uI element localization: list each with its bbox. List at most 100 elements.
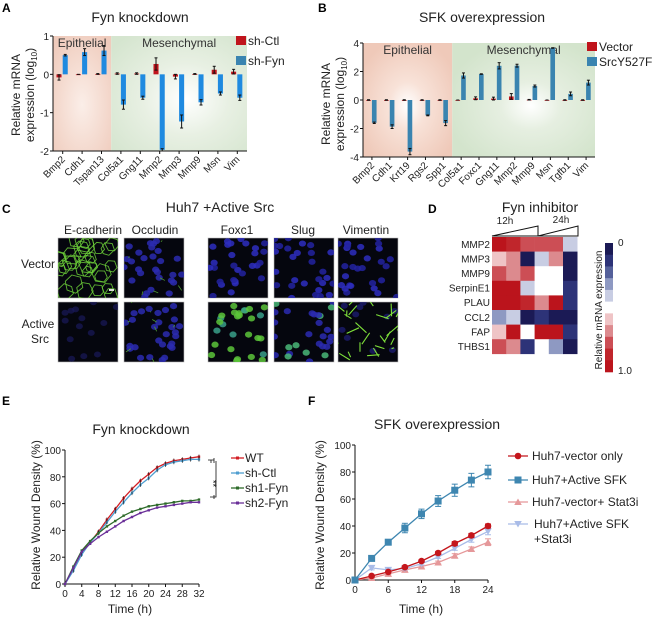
nucleus	[315, 287, 323, 294]
heatmap-cell-mmp2-24h-low	[534, 237, 550, 252]
bar-sh-fyn-mmp9	[198, 74, 204, 103]
heatmap-cell-mmp9-12h-mid	[506, 266, 521, 282]
nucleus	[210, 259, 218, 266]
colorbar-segment	[605, 301, 613, 314]
nucleus	[149, 253, 157, 260]
x-tick-label: 24	[160, 589, 172, 600]
colorbar-segment	[605, 313, 613, 326]
column-label-e-cadherin: E-cadherin	[64, 223, 122, 237]
nucleus	[291, 277, 299, 284]
nucleus	[244, 331, 253, 338]
nucleus	[161, 354, 169, 361]
chart-e-ylabel: Relative Wound Density (%)	[29, 440, 43, 590]
nucleus	[209, 243, 217, 250]
cell-membrane	[103, 288, 118, 298]
heatmap-cell-fap-24h-low	[534, 324, 550, 340]
nucleus	[308, 258, 316, 265]
nucleus	[135, 249, 143, 256]
nucleus	[321, 352, 329, 359]
nucleus	[352, 311, 360, 318]
heatmap-row-label-mmp2: MMP2	[461, 240, 490, 251]
nucleus	[349, 249, 357, 256]
nucleus	[242, 240, 250, 247]
point-sh1-fyn	[172, 501, 176, 504]
point-huh7-active-sfk	[434, 497, 442, 505]
nucleus	[238, 270, 246, 277]
point-huh7-active-sfk	[401, 524, 409, 532]
x-tick-label: 28	[177, 589, 189, 600]
nucleus	[377, 258, 385, 265]
point-sh1-fyn	[97, 531, 100, 535]
bar-sh-fyn-tspan13	[101, 50, 107, 75]
x-tick-label: Vim	[223, 154, 243, 174]
nucleus	[162, 331, 170, 338]
cell-membrane	[65, 254, 82, 270]
point-huh7-active-sfk	[351, 576, 359, 584]
vimentin-fiber	[395, 312, 398, 318]
row-label-active-src-line2: Src	[31, 332, 49, 346]
epithelial-label: Epithelial	[58, 36, 107, 50]
x-tick-label: 12	[110, 589, 122, 600]
panel-d-heatmap: Fyn inhibitor 12h 24h MMP2 MMP3 MMP9 Serpin…	[449, 199, 632, 377]
vimentin-fiber	[344, 313, 352, 320]
point-huh7-active-sfk-stat3i	[367, 564, 376, 572]
column-label-occludin: Occludin	[132, 223, 179, 237]
panel-c-title: Huh7 +Active Src	[166, 199, 275, 215]
nucleus	[89, 302, 97, 306]
nucleus	[211, 341, 219, 348]
occludin-signal	[151, 358, 155, 362]
y-tick-label: 1	[43, 32, 49, 43]
micrograph-content	[208, 302, 268, 362]
point-huh7-vector-stat3i	[484, 538, 492, 546]
y-tick-label: 0	[55, 580, 61, 591]
dose-wedge-12h	[491, 225, 539, 237]
cell-membrane	[85, 261, 99, 274]
vimentin-fiber	[338, 305, 345, 312]
nucleus	[357, 243, 365, 251]
nucleus	[341, 263, 349, 270]
nucleus	[170, 316, 178, 323]
micrograph-active-src-vimentin	[337, 301, 399, 363]
epithelial-label: Epithelial	[383, 43, 432, 57]
nucleus	[375, 245, 383, 252]
nucleus	[247, 315, 256, 322]
point-sh2-fyn	[197, 501, 201, 504]
bar-srcy527f-spp1	[443, 100, 448, 124]
occludin-signal	[141, 291, 144, 296]
nucleus	[327, 333, 334, 340]
occludin-signal	[127, 320, 130, 323]
nucleus	[274, 309, 279, 316]
point-sh2-fyn	[114, 525, 117, 528]
nucleus	[284, 245, 292, 252]
chart-f-xlabel: Time (h)	[399, 602, 443, 616]
heatmap-row-label-ccl2: CCL2	[464, 313, 490, 324]
nucleus	[165, 290, 173, 297]
x-tick-label: 6	[385, 585, 391, 596]
nucleus	[93, 351, 101, 358]
vimentin-fiber	[361, 332, 371, 345]
bar-sh-fyn-mmp2	[159, 74, 165, 150]
micrograph-content	[58, 238, 118, 298]
x-tick-label: 12	[416, 585, 428, 596]
heatmap-cell-mmp9-24h-low	[534, 266, 550, 282]
nucleus	[124, 319, 130, 326]
heatmap-cell-mmp2-12h-mid	[506, 237, 521, 252]
vimentin-fiber	[355, 322, 367, 334]
vimentin-fiber	[374, 345, 385, 350]
vimentin-fiber	[348, 305, 358, 316]
colorbar-segment	[605, 278, 613, 291]
nucleus	[305, 331, 313, 338]
nucleus	[230, 302, 238, 310]
point-sh2-fyn	[189, 501, 192, 504]
occludin-signal	[152, 319, 157, 323]
vimentin-fiber	[390, 337, 395, 346]
nucleus	[216, 318, 224, 326]
vimentin-fiber	[348, 302, 353, 306]
point-sh2-fyn	[80, 550, 83, 554]
colorbar-segment	[605, 336, 613, 349]
nucleus	[329, 280, 334, 287]
heatmap-cell-thbs1-12h-high	[520, 339, 535, 355]
point-sh2-fyn	[147, 509, 150, 512]
nucleus	[124, 264, 128, 271]
